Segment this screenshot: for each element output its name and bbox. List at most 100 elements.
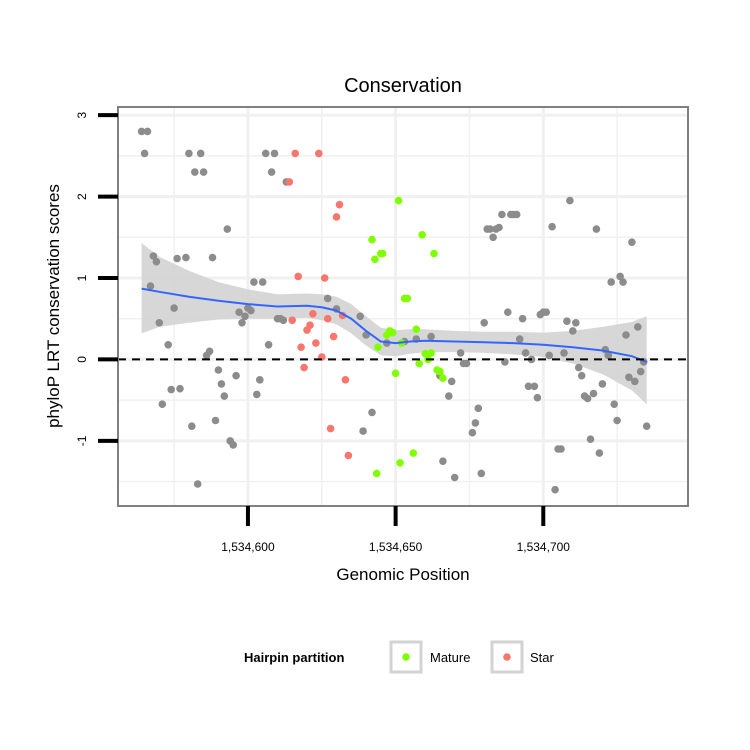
- data-point-unassigned: [569, 327, 577, 335]
- data-point-unassigned: [205, 347, 214, 356]
- data-point-unassigned: [542, 308, 550, 317]
- data-point-unassigned: [323, 294, 332, 303]
- data-point-unassigned: [586, 435, 595, 444]
- data-point-unassigned: [642, 422, 651, 431]
- y-tick-label: 1: [75, 274, 89, 281]
- data-point-unassigned: [613, 416, 621, 425]
- y-tick-label: 0: [75, 356, 89, 363]
- data-point-unassigned: [252, 390, 261, 399]
- y-tick-label: -1: [75, 435, 89, 446]
- data-point-star: [300, 363, 308, 372]
- x-tick-label: 1,534,600: [221, 540, 275, 554]
- data-point-star: [329, 332, 338, 341]
- data-point-unassigned: [164, 341, 172, 349]
- legend-label-star: Star: [530, 650, 555, 665]
- data-point-unassigned: [634, 323, 642, 331]
- data-point-unassigned: [480, 319, 489, 327]
- data-point-unassigned: [521, 349, 530, 357]
- data-point-unassigned: [152, 257, 161, 266]
- data-point-unassigned: [264, 341, 273, 349]
- data-point-mature: [372, 469, 381, 478]
- data-point-unassigned: [616, 272, 624, 281]
- data-point-unassigned: [545, 351, 553, 360]
- data-point-star: [294, 272, 303, 281]
- data-point-unassigned: [592, 225, 601, 233]
- data-point-unassigned: [557, 445, 565, 453]
- data-point-unassigned: [560, 349, 568, 357]
- data-point-unassigned: [427, 332, 435, 341]
- data-point-unassigned: [232, 371, 240, 380]
- legend-item-star: Star: [490, 640, 555, 674]
- data-point-unassigned: [261, 149, 270, 158]
- data-point-unassigned: [551, 485, 559, 494]
- data-point-unassigned: [356, 312, 365, 321]
- data-point-unassigned: [220, 392, 229, 400]
- data-point-unassigned: [250, 278, 258, 286]
- legend-marker-star: [503, 653, 511, 661]
- data-point-mature: [439, 374, 447, 383]
- data-point-unassigned: [140, 149, 149, 158]
- data-point-unassigned: [143, 127, 152, 136]
- data-point-unassigned: [563, 317, 571, 326]
- data-point-unassigned: [270, 149, 279, 158]
- smooth-line: [141, 287, 648, 363]
- data-point-star: [315, 149, 323, 158]
- data-point-unassigned: [217, 380, 226, 388]
- data-point-unassigned: [247, 306, 255, 315]
- data-point-mature: [374, 343, 382, 352]
- data-point-mature: [394, 196, 403, 205]
- data-point-unassigned: [504, 308, 512, 317]
- data-point-star: [291, 149, 300, 158]
- data-point-mature: [409, 449, 418, 457]
- data-point-unassigned: [619, 278, 627, 286]
- data-point-unassigned: [149, 252, 158, 260]
- data-point-unassigned: [625, 373, 633, 382]
- data-point-mature: [403, 294, 412, 303]
- data-point-unassigned: [477, 469, 486, 478]
- data-point-unassigned: [610, 400, 618, 409]
- data-point-unassigned: [173, 254, 181, 263]
- data-point-unassigned: [631, 377, 639, 386]
- legend: Hairpin partition Mature Star: [244, 640, 555, 674]
- data-point-unassigned: [471, 419, 480, 427]
- data-point-unassigned: [524, 382, 533, 391]
- data-point-unassigned: [456, 349, 465, 357]
- data-point-unassigned: [196, 149, 205, 158]
- data-point-mature: [412, 325, 421, 334]
- data-point-unassigned: [515, 335, 524, 343]
- data-point-unassigned: [255, 376, 264, 384]
- data-point-unassigned: [176, 384, 184, 393]
- data-point-unassigned: [214, 366, 223, 374]
- data-point-mature: [415, 359, 424, 368]
- data-point-unassigned: [450, 473, 459, 482]
- x-axis-title: Genomic Position: [336, 565, 469, 584]
- data-point-mature: [436, 367, 444, 376]
- data-point-unassigned: [258, 278, 267, 286]
- data-point-mature: [396, 459, 404, 467]
- data-point-unassigned: [622, 331, 630, 339]
- data-point-unassigned: [170, 304, 178, 312]
- legend-label-mature: Mature: [430, 650, 470, 665]
- data-point-unassigned: [158, 400, 167, 409]
- data-point-unassigned: [530, 382, 539, 391]
- data-point-unassigned: [199, 168, 208, 176]
- data-point-unassigned: [607, 278, 615, 286]
- data-point-star: [306, 321, 314, 330]
- data-point-unassigned: [279, 316, 288, 325]
- x-tick-label: 1,534,700: [517, 540, 571, 554]
- data-point-star: [335, 200, 344, 209]
- x-axis: 1,534,600 1,534,650 1,534,700: [221, 506, 570, 554]
- data-point-unassigned: [495, 223, 503, 232]
- data-point-unassigned: [548, 222, 556, 231]
- data-point-mature: [430, 249, 438, 258]
- y-tick-label: 3: [75, 111, 89, 118]
- data-point-unassigned: [191, 168, 199, 176]
- data-point-unassigned: [235, 308, 243, 317]
- chart-title: Conservation: [344, 75, 462, 97]
- data-point-mature: [378, 249, 387, 258]
- data-point-star: [309, 310, 317, 318]
- data-point-unassigned: [182, 253, 190, 262]
- data-point-mature: [391, 369, 400, 378]
- y-axis-title: phyloP LRT conservation scores: [44, 184, 63, 428]
